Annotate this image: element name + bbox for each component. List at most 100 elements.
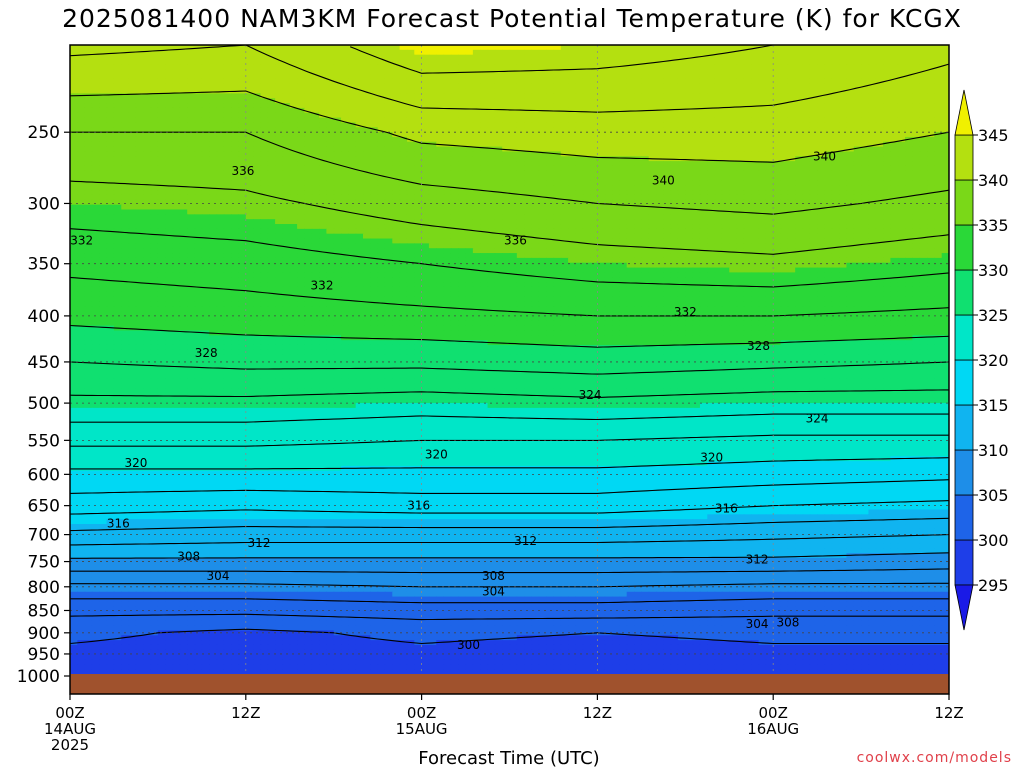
- heatmap-cell: [721, 219, 730, 225]
- heatmap-cell: [743, 185, 752, 191]
- heatmap-cell: [751, 190, 760, 196]
- heatmap-cell: [927, 180, 935, 186]
- heatmap-cell: [216, 209, 225, 215]
- heatmap-cell: [106, 93, 115, 99]
- heatmap-cell: [494, 199, 503, 206]
- heatmap-cell: [84, 69, 93, 75]
- heatmap-cell: [187, 88, 196, 94]
- heatmap-cell: [209, 83, 218, 90]
- heatmap-cell: [905, 146, 913, 153]
- heatmap-cell: [516, 228, 525, 235]
- heatmap-cell: [370, 117, 379, 124]
- heatmap-cell: [99, 49, 108, 56]
- heatmap-cell: [91, 209, 100, 215]
- heatmap-cell: [231, 161, 240, 167]
- heatmap-cell: [868, 49, 877, 56]
- heatmap-cell: [560, 117, 569, 124]
- heatmap-cell: [150, 228, 159, 235]
- heatmap-cell: [824, 141, 833, 148]
- heatmap-cell: [927, 228, 935, 235]
- heatmap-cell: [172, 199, 181, 206]
- heatmap-cell: [450, 88, 459, 94]
- heatmap-cell: [751, 88, 760, 94]
- heatmap-cell: [172, 170, 181, 177]
- heatmap-cell: [267, 199, 276, 206]
- heatmap-cell: [428, 151, 437, 157]
- heatmap-cell: [736, 93, 745, 99]
- heatmap-cell: [326, 199, 335, 206]
- heatmap-cell: [692, 161, 701, 167]
- heatmap-cell: [172, 228, 181, 235]
- heatmap-cell: [663, 185, 672, 191]
- heatmap-cell: [223, 233, 232, 240]
- heatmap-cell: [267, 103, 276, 109]
- heatmap-cell: [568, 136, 577, 143]
- heatmap-cell: [113, 233, 122, 240]
- heatmap-cell: [399, 170, 408, 177]
- heatmap-cell: [443, 170, 452, 177]
- heatmap-cell: [436, 117, 445, 124]
- heatmap-cell: [670, 45, 679, 51]
- heatmap-cell: [472, 45, 481, 51]
- heatmap-cell: [516, 112, 525, 119]
- heatmap-cell: [355, 204, 364, 211]
- heatmap-cell: [157, 194, 166, 201]
- heatmap-cell: [905, 175, 913, 182]
- heatmap-cell: [363, 59, 371, 65]
- heatmap-cell: [817, 64, 826, 70]
- heatmap-cell: [685, 199, 694, 206]
- heatmap-cell: [121, 141, 130, 148]
- heatmap-cell: [399, 194, 408, 201]
- heatmap-cell: [377, 64, 386, 70]
- heatmap-cell: [787, 170, 796, 177]
- heatmap-cell: [553, 190, 562, 196]
- heatmap-cell: [282, 117, 291, 124]
- heatmap-cell: [619, 151, 628, 157]
- heatmap-cell: [355, 141, 364, 148]
- heatmap-cell: [707, 45, 716, 51]
- heatmap-cell: [919, 59, 928, 65]
- heatmap-cell: [802, 161, 811, 167]
- heatmap-cell: [839, 190, 848, 196]
- heatmap-cell: [795, 112, 804, 119]
- heatmap-cell: [275, 209, 284, 215]
- heatmap-cell: [487, 165, 496, 172]
- heatmap-cell: [714, 214, 723, 220]
- heatmap-cell: [685, 117, 694, 124]
- heatmap-cell: [780, 127, 789, 133]
- heatmap-cell: [494, 185, 503, 191]
- heatmap-cell: [553, 78, 562, 85]
- heatmap-cell: [721, 78, 730, 85]
- heatmap-cell: [582, 156, 591, 162]
- heatmap-cell: [414, 146, 423, 153]
- heatmap-cell: [363, 180, 371, 186]
- heatmap-cell: [84, 127, 93, 133]
- heatmap-cell: [187, 78, 196, 85]
- heatmap-cell: [465, 204, 474, 211]
- heatmap-cell: [736, 127, 745, 133]
- heatmap-cell: [311, 151, 320, 157]
- heatmap-cell: [568, 78, 577, 85]
- heatmap-cell: [604, 224, 613, 230]
- heatmap-cell: [538, 243, 547, 249]
- heatmap-cell: [546, 170, 555, 177]
- heatmap-cell: [604, 69, 613, 75]
- heatmap-cell: [626, 93, 635, 99]
- heatmap-cell: [729, 204, 738, 211]
- heatmap-cell: [121, 151, 130, 157]
- heatmap-cell: [524, 64, 533, 70]
- heatmap-cell: [135, 146, 144, 153]
- heatmap-cell: [458, 156, 467, 162]
- heatmap-cell: [157, 214, 166, 220]
- heatmap-cell: [919, 175, 928, 182]
- heatmap-cell: [377, 127, 386, 133]
- heatmap-cell: [663, 190, 672, 196]
- heatmap-cell: [714, 78, 723, 85]
- heatmap-cell: [538, 64, 547, 70]
- heatmap-cell: [553, 199, 562, 206]
- heatmap-cell: [282, 122, 291, 128]
- heatmap-cell: [736, 83, 745, 90]
- heatmap-cell: [384, 219, 393, 225]
- heatmap-cell: [927, 59, 935, 65]
- heatmap-cell: [824, 54, 833, 61]
